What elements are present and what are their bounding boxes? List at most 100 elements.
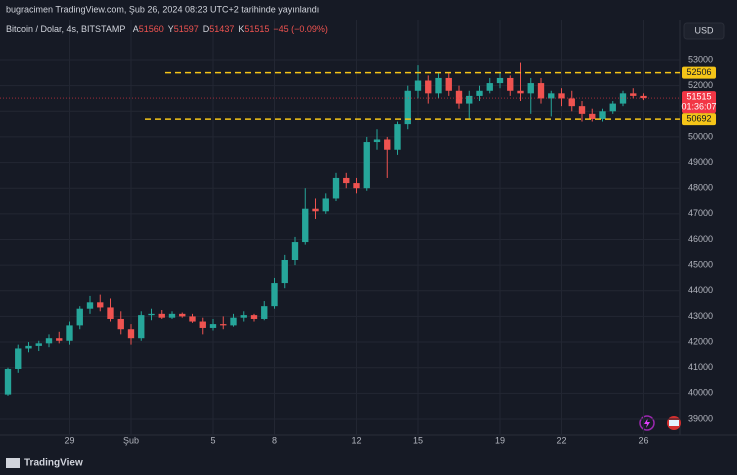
x-tick-label: 19 [495, 435, 505, 445]
candle-body [517, 90, 524, 94]
x-tick-label: 15 [413, 435, 423, 445]
grid [0, 20, 680, 435]
candle-body [425, 80, 432, 94]
y-tick-label: 52000 [688, 80, 713, 90]
legend-key: A [133, 24, 139, 34]
lightning-icon[interactable] [639, 415, 655, 431]
candle-body [343, 177, 350, 184]
candle-body [414, 80, 422, 91]
candle-body [127, 329, 135, 339]
y-tick-label: 43000 [688, 311, 713, 321]
y-tick-label: 47000 [688, 208, 713, 218]
candle-body [302, 208, 309, 243]
lightning-glyph [644, 418, 650, 428]
x-tick-label: 29 [64, 435, 74, 445]
candle-body [45, 338, 53, 344]
candle-body [630, 93, 637, 96]
candle-body [558, 93, 565, 99]
candle-body [384, 139, 391, 150]
y-tick-label: 53000 [688, 54, 713, 64]
candle-body [578, 106, 586, 114]
candle-body [168, 313, 176, 318]
y-tick-label: 41000 [688, 362, 713, 372]
candle-body [25, 345, 32, 349]
published-note: bugracimen TradingView.com, Şub 26, 2024… [6, 4, 319, 14]
last-price-label: 51515 [686, 91, 711, 101]
candle-body [527, 83, 534, 94]
candle-body [394, 124, 401, 150]
candle-body [271, 283, 278, 307]
legend-value: 51515 [244, 24, 269, 34]
icons [639, 415, 681, 431]
candle-body [548, 93, 555, 99]
candle-body [537, 83, 545, 99]
candle-body [250, 315, 258, 319]
candle-body [455, 90, 463, 104]
candle-body [261, 306, 268, 319]
candle-body [76, 308, 83, 326]
legend-value: 51597 [174, 24, 199, 34]
candle-body [179, 313, 186, 317]
candle-body [56, 338, 63, 341]
x-tick-label: Şub [123, 435, 139, 445]
candle-body [568, 98, 575, 107]
countdown-label: 01:36:07 [681, 101, 716, 111]
candle-body [209, 324, 217, 328]
candle-body [373, 139, 381, 143]
candle-body [220, 324, 227, 326]
y-tick-label: 39000 [688, 413, 713, 423]
candle-body [486, 83, 493, 91]
y-tick-label: 42000 [688, 336, 713, 346]
candle-body [476, 90, 483, 96]
plot [4, 62, 647, 396]
ohlc-legend: Bitcoin / Dolar, 4s, BITSTAMP A51560 Y5159… [6, 24, 328, 34]
x-tick-label: 22 [556, 435, 566, 445]
candle-body [35, 343, 42, 346]
level-label: 50692 [686, 114, 711, 124]
candle-body [117, 318, 124, 330]
candle-body [435, 77, 442, 94]
candle-body [199, 321, 206, 328]
candle-body [322, 198, 329, 212]
currency: USD [694, 25, 714, 35]
level-label-box [682, 66, 716, 79]
x-tick-label: 26 [639, 435, 649, 445]
candle-body [148, 313, 155, 316]
brand: TradingView [24, 458, 83, 469]
candle-body [466, 95, 473, 104]
y-tick-label: 50000 [688, 131, 713, 141]
legend-change: −45 (−0.09%) [273, 24, 328, 34]
candle-body [66, 325, 73, 341]
legend-key: K [238, 24, 244, 34]
candle-body [619, 93, 627, 104]
level-label-box [682, 113, 716, 126]
candle-body [640, 95, 647, 99]
candle-body [138, 315, 145, 339]
y-tick-label: 45000 [688, 260, 713, 270]
candle-body [158, 313, 165, 318]
y-tick-label: 49000 [688, 157, 713, 167]
candle-body [363, 142, 370, 189]
legend-key: D [203, 24, 210, 34]
candle-body [589, 113, 596, 119]
candle-body [599, 111, 606, 119]
candle-body [353, 183, 360, 189]
candle-body [107, 307, 114, 319]
candle-body [230, 317, 237, 326]
legend-key: Y [168, 24, 174, 34]
flag-glyph [669, 420, 679, 426]
candle-body [97, 302, 104, 308]
candle-body [312, 208, 319, 212]
candle-body [15, 348, 22, 369]
candle-body [4, 368, 12, 395]
candle-body [445, 77, 452, 91]
currency-box[interactable] [683, 22, 725, 40]
y-tick-label: 48000 [688, 183, 713, 193]
candle-body [291, 242, 299, 260]
y-tick-label: 46000 [688, 234, 713, 244]
candle-body [189, 316, 196, 322]
candle-body [86, 302, 94, 309]
x-tick-label: 5 [210, 435, 215, 445]
